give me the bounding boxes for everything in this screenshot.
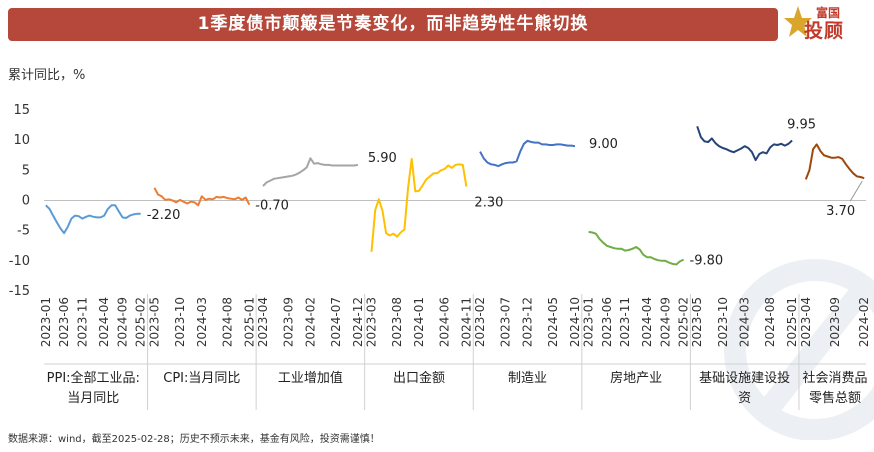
y-tick-label: 5 <box>22 163 30 178</box>
group-label: 工业增加值 <box>278 370 343 386</box>
x-tick-label: 2024-03 <box>195 297 209 347</box>
series-line <box>804 143 865 180</box>
logo-main-text: 投顾 <box>804 20 845 42</box>
y-tick-label: 0 <box>22 194 30 209</box>
group-label: 当月同比 <box>67 391 119 406</box>
x-tick-label: 2024-09 <box>116 297 130 347</box>
x-tick-label: 2025-02 <box>677 297 691 347</box>
x-tick-label: 2023-04 <box>256 297 270 347</box>
x-tick-label: 2023-11 <box>618 297 632 347</box>
end-value-label: 9.00 <box>589 137 618 152</box>
series-line <box>588 230 685 266</box>
y-tick-label: 10 <box>13 133 30 148</box>
chart-area: 15 10 5 0 -5 -10 -15 2023-01 2023-06 2023-11 2024-… <box>9 103 871 410</box>
end-value-label: -0.70 <box>255 199 289 214</box>
x-tick-label: 2023-10 <box>173 297 187 347</box>
x-tick-label: 2024-06 <box>438 297 452 347</box>
group-label: 零售总额 <box>809 390 861 406</box>
x-tick-label: 2023-02 <box>473 297 487 347</box>
y-tick-label: -10 <box>9 254 30 269</box>
end-value-label: 5.90 <box>368 151 397 166</box>
group-label: 资 <box>738 391 751 406</box>
brand-logo: 富国 投顾 <box>782 0 872 46</box>
x-tick-label: 2024-08 <box>220 297 234 347</box>
x-tick-label: 2024-07 <box>329 297 343 347</box>
series-line <box>479 139 576 168</box>
x-tick-label: 2023-07 <box>499 297 513 347</box>
x-tick-label: 2025-02 <box>134 297 148 347</box>
x-tick-label: 2023-09 <box>282 297 296 347</box>
end-value-label: 3.70 <box>826 204 855 219</box>
star-icon <box>784 6 812 37</box>
x-tick-label: 2023-05 <box>690 297 704 347</box>
x-tick-label: 2024-04 <box>97 297 111 347</box>
x-tick-label: 2024-12 <box>351 297 365 347</box>
x-tick-label: 2023-08 <box>390 297 404 347</box>
end-value-label: 2.30 <box>474 196 503 211</box>
x-tick-label: 2025-01 <box>242 297 256 347</box>
series-line <box>696 125 793 162</box>
y-tick-label: -15 <box>9 284 30 299</box>
x-tick-label: 2024-02 <box>857 297 871 347</box>
x-tick-label: 2024-04 <box>640 297 654 347</box>
end-value-label: -2.20 <box>147 208 181 223</box>
group-label: CPI:当月同比 <box>163 371 240 386</box>
title-banner: 1季度债市颠簸是节奏变化，而非趋势性牛熊切换 <box>8 8 778 41</box>
x-tick-label: 2024-02 <box>303 297 317 347</box>
x-tick-label: 2024-05 <box>546 297 560 347</box>
x-tick-label: 2023-06 <box>600 297 614 347</box>
group-label: PPI:全部工业品: <box>47 370 140 386</box>
x-tick-label: 2024-10 <box>568 297 582 347</box>
x-tick-label: 2023-03 <box>365 297 379 347</box>
source-note: 数据来源：wind，截至2025-02-28；历史不预示未来，基金有风险，投资需… <box>8 434 380 445</box>
series-line <box>262 157 359 187</box>
series-line <box>153 187 251 207</box>
group-label: 制造业 <box>508 371 547 386</box>
x-tick-label: 2025-01 <box>785 297 799 347</box>
x-tick-label: 2023-12 <box>521 297 535 347</box>
series-line <box>370 157 468 252</box>
series-line <box>45 204 141 235</box>
group-label: 房地产业 <box>610 370 662 386</box>
x-tick-label: 2024-09 <box>658 297 672 347</box>
y-tick-label: -5 <box>17 224 30 239</box>
x-tick-label: 2024-01 <box>412 297 426 347</box>
x-tick-label: 2024-08 <box>763 297 777 347</box>
group-label: 社会消费品 <box>802 370 867 386</box>
logo-top-text: 富国 <box>816 6 841 20</box>
x-tick-label: 2023-09 <box>828 297 842 347</box>
x-tick-label: 2024-11 <box>459 297 473 347</box>
x-tick-label: 2023-04 <box>799 297 813 347</box>
x-tick-label: 2023-05 <box>147 297 161 347</box>
x-tick-label: 2023-06 <box>57 297 71 347</box>
leader-line <box>849 180 863 202</box>
x-tick-label: 2023-11 <box>75 297 89 347</box>
x-tick-label: 2023-01 <box>582 297 596 347</box>
y-axis-unit-label: 累计同比，% <box>8 68 86 83</box>
group-label: 基础设施建设投 <box>699 370 790 386</box>
chart-title: 1季度债市颠簸是节奏变化，而非趋势性牛熊切换 <box>197 14 589 34</box>
x-tick-label: 2023-10 <box>716 297 730 347</box>
group-label: 出口金额 <box>393 370 445 386</box>
end-value-label: 9.95 <box>787 117 816 132</box>
x-tick-label: 2023-01 <box>39 297 53 347</box>
y-tick-label: 15 <box>13 103 30 118</box>
end-value-label: -9.80 <box>690 254 724 269</box>
x-tick-label: 2024-03 <box>738 297 752 347</box>
watermark-logo <box>724 259 874 440</box>
